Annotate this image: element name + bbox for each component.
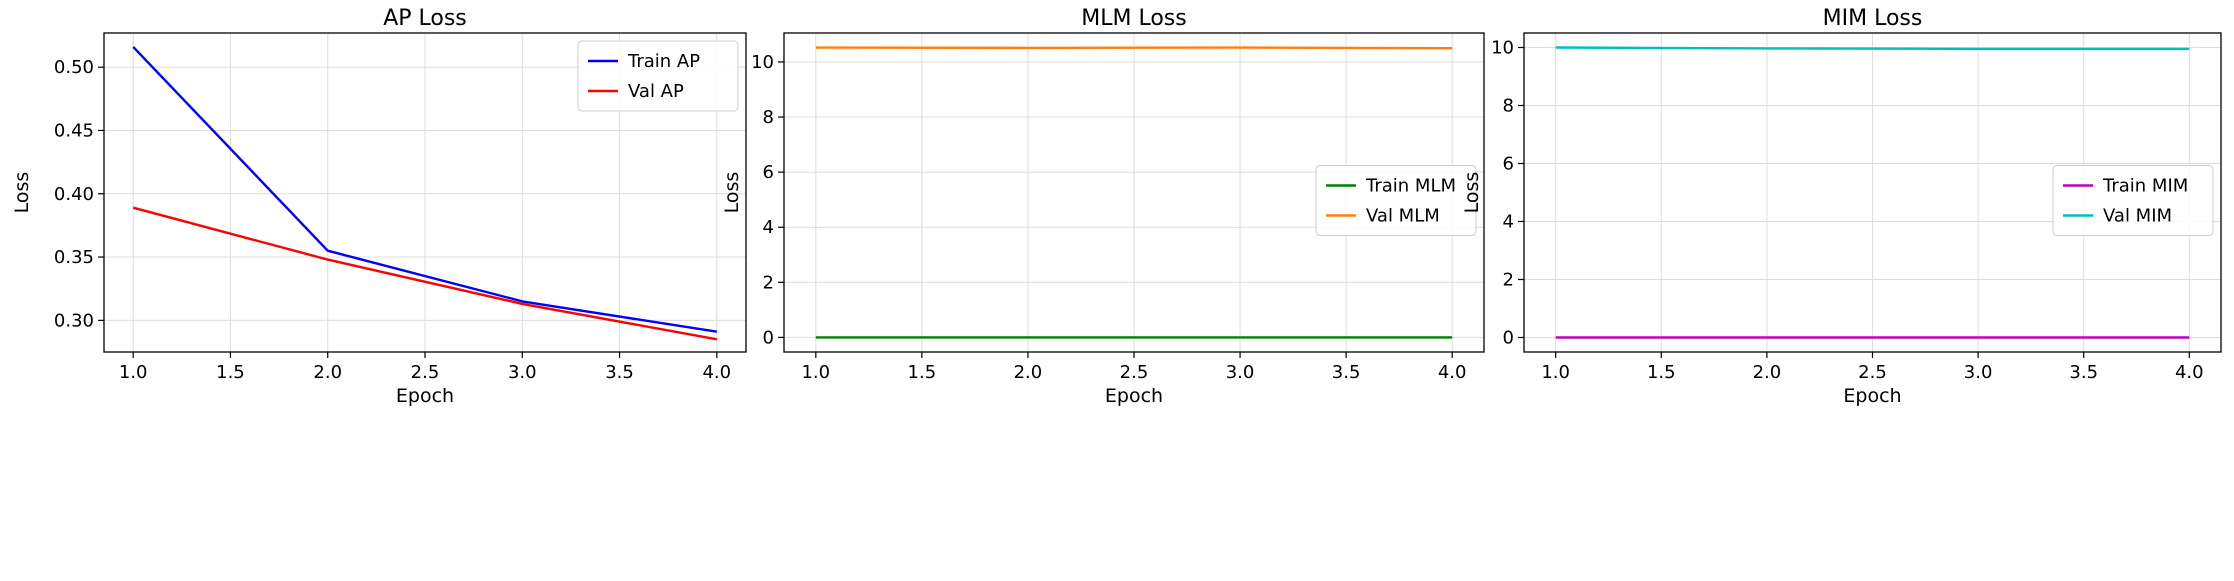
x-tick-label: 1.5 (216, 362, 245, 383)
x-tick-label: 1.5 (908, 362, 937, 383)
ap-loss-panel: 1.0 1.5 2.0 2.5 3.0 3.5 4.0 0.300.350.400.450.… (11, 6, 747, 407)
x-tick-label: 3.5 (2069, 362, 2098, 383)
series (1555, 46, 2190, 339)
x-tick-label: 2.5 (411, 362, 440, 383)
y-tick-label: 4 (1503, 212, 1514, 233)
y-ticks: 0 2 4 6 8 10 (751, 52, 784, 348)
legend-label: Val MLM (1366, 206, 1440, 227)
x-tick-label: 3.0 (508, 362, 537, 383)
y-tick-label: 6 (763, 162, 774, 183)
legend-label: Train MIM (2102, 176, 2188, 197)
y-axis-label: Loss (721, 172, 743, 214)
y-tick-label: 10 (751, 52, 774, 73)
legend-label: Train AP (627, 51, 700, 72)
x-tick-label: 3.0 (1226, 362, 1255, 383)
chart-title: AP Loss (383, 6, 467, 31)
y-ticks: 0 2 4 6 8 10 (1491, 38, 1524, 349)
y-tick-label: 8 (763, 107, 774, 128)
mlm-loss-panel: 1.0 1.5 2.0 2.5 3.0 3.5 4.0 0 2 4 6 8 10 MLM Loss E… (721, 6, 1485, 407)
x-axis-label: Epoch (396, 385, 454, 407)
x-tick-label: 4.0 (2175, 362, 2204, 383)
mim-loss-panel: 1.0 1.5 2.0 2.5 3.0 3.5 4.0 0 2 4 6 8 10 MIM Loss E… (1461, 6, 2222, 407)
x-tick-label: 2.0 (1014, 362, 1043, 383)
x-axis-label: Epoch (1843, 385, 1901, 407)
legend-label: Val AP (628, 81, 684, 102)
x-tick-label: 2.5 (1120, 362, 1149, 383)
series (815, 46, 1453, 339)
y-tick-label: 0.50 (54, 57, 94, 78)
x-tick-label: 4.0 (702, 362, 731, 383)
chart-title: MLM Loss (1081, 6, 1186, 31)
y-axis-label: Loss (11, 172, 33, 214)
y-tick-label: 10 (1491, 38, 1514, 59)
x-tick-label: 3.0 (1964, 362, 1993, 383)
x-tick-label: 1.0 (119, 362, 148, 383)
series-line-2 (815, 46, 1453, 50)
y-tick-label: 6 (1503, 154, 1514, 175)
series-line-2 (132, 206, 718, 341)
legend-label: Val MIM (2103, 206, 2172, 227)
legend: Train MIM Val MIM (2052, 165, 2214, 236)
y-tick-label: 8 (1503, 96, 1514, 117)
legend: Train AP Val AP (577, 40, 739, 112)
x-tick-label: 4.0 (1438, 362, 1467, 383)
y-axis-label: Loss (1461, 172, 1483, 214)
x-axis-label: Epoch (1105, 385, 1163, 407)
legend-box (1315, 165, 1477, 236)
y-tick-label: 4 (763, 217, 774, 238)
y-ticks: 0.30 0.35 0.40 0.45 0.50 (54, 57, 104, 331)
chart-title: MIM Loss (1823, 6, 1923, 31)
x-tick-label: 2.5 (1858, 362, 1887, 383)
y-tick-label: 0.45 (54, 120, 94, 141)
x-ticks: 1.0 1.5 2.0 2.5 3.0 3.5 4.0 (119, 352, 731, 383)
y-tick-label: 0.40 (54, 184, 94, 205)
y-tick-label: 0 (763, 327, 774, 348)
x-tick-label: 2.0 (1753, 362, 1782, 383)
x-tick-label: 3.5 (605, 362, 634, 383)
series (132, 46, 718, 341)
legend-label: Train MLM (1365, 176, 1456, 197)
x-tick-label: 1.0 (1541, 362, 1570, 383)
legend: Train MLM Val MLM (1315, 165, 1477, 236)
y-tick-label: 2 (763, 272, 774, 293)
series-line-2 (1555, 46, 2190, 51)
legend-box (2052, 165, 2214, 236)
y-tick-label: 2 (1503, 270, 1514, 291)
series-line-1 (132, 46, 717, 333)
x-ticks: 1.0 1.5 2.0 2.5 3.0 3.5 4.0 (1541, 352, 2204, 383)
x-tick-label: 1.5 (1647, 362, 1676, 383)
x-tick-label: 2.0 (313, 362, 342, 383)
x-tick-label: 1.0 (801, 362, 830, 383)
y-tick-label: 0.30 (54, 310, 94, 331)
x-tick-label: 3.5 (1332, 362, 1361, 383)
x-ticks: 1.0 1.5 2.0 2.5 3.0 3.5 4.0 (801, 352, 1467, 383)
y-tick-label: 0.35 (54, 247, 94, 268)
legend-box (577, 40, 739, 112)
y-tick-label: 0 (1503, 328, 1514, 349)
